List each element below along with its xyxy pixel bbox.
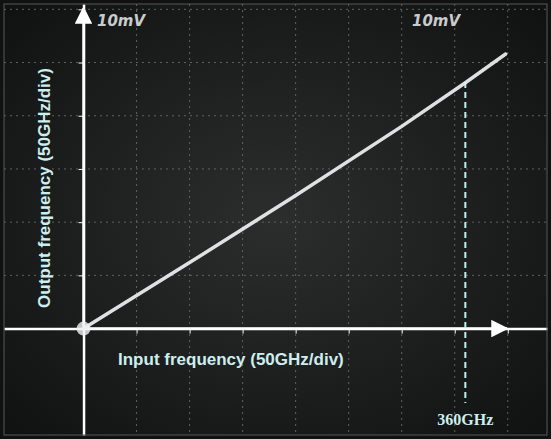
labels: 10mV 10mV Output frequency (50GHz/div) Inpu… bbox=[35, 12, 493, 428]
plot-area bbox=[4, 4, 548, 436]
y-axis-line bbox=[83, 5, 86, 436]
grid-line-y bbox=[4, 168, 547, 169]
screen-background bbox=[4, 4, 547, 435]
grid-line-x bbox=[401, 4, 402, 435]
channel-label: 10mV bbox=[412, 12, 462, 30]
x-axis-title: Input frequency (50GHz/div) bbox=[118, 350, 344, 369]
channel-label: 10mV bbox=[97, 12, 147, 30]
plot-frame bbox=[4, 4, 547, 435]
grid-line-x bbox=[83, 4, 84, 435]
grid-line-x bbox=[507, 4, 508, 435]
annotation-line bbox=[464, 82, 466, 403]
x-tick-mark bbox=[508, 329, 509, 334]
x-tick bbox=[508, 329, 509, 334]
chart: 10mV 10mV Output frequency (50GHz/div) Inpu… bbox=[0, 0, 551, 439]
x-axis-arrow bbox=[84, 327, 507, 330]
y-axis bbox=[79, 5, 85, 436]
annotation-label: 360GHz bbox=[437, 411, 493, 428]
grid-line-x bbox=[242, 4, 243, 435]
grid-line-x bbox=[189, 4, 190, 435]
trace bbox=[84, 54, 506, 329]
grid-line-x bbox=[348, 4, 349, 435]
grid bbox=[4, 4, 547, 435]
y-axis-title: Output frequency (50GHz/div) bbox=[35, 68, 54, 308]
y-axis-arrow bbox=[82, 8, 85, 329]
grid-line-y bbox=[4, 9, 547, 10]
grid-line-x bbox=[295, 4, 296, 435]
trace-origin-glow bbox=[77, 322, 91, 336]
grid-line-x bbox=[136, 4, 137, 435]
grid-line-y bbox=[4, 62, 547, 63]
grid-line-x bbox=[454, 4, 455, 435]
marks bbox=[77, 54, 506, 403]
